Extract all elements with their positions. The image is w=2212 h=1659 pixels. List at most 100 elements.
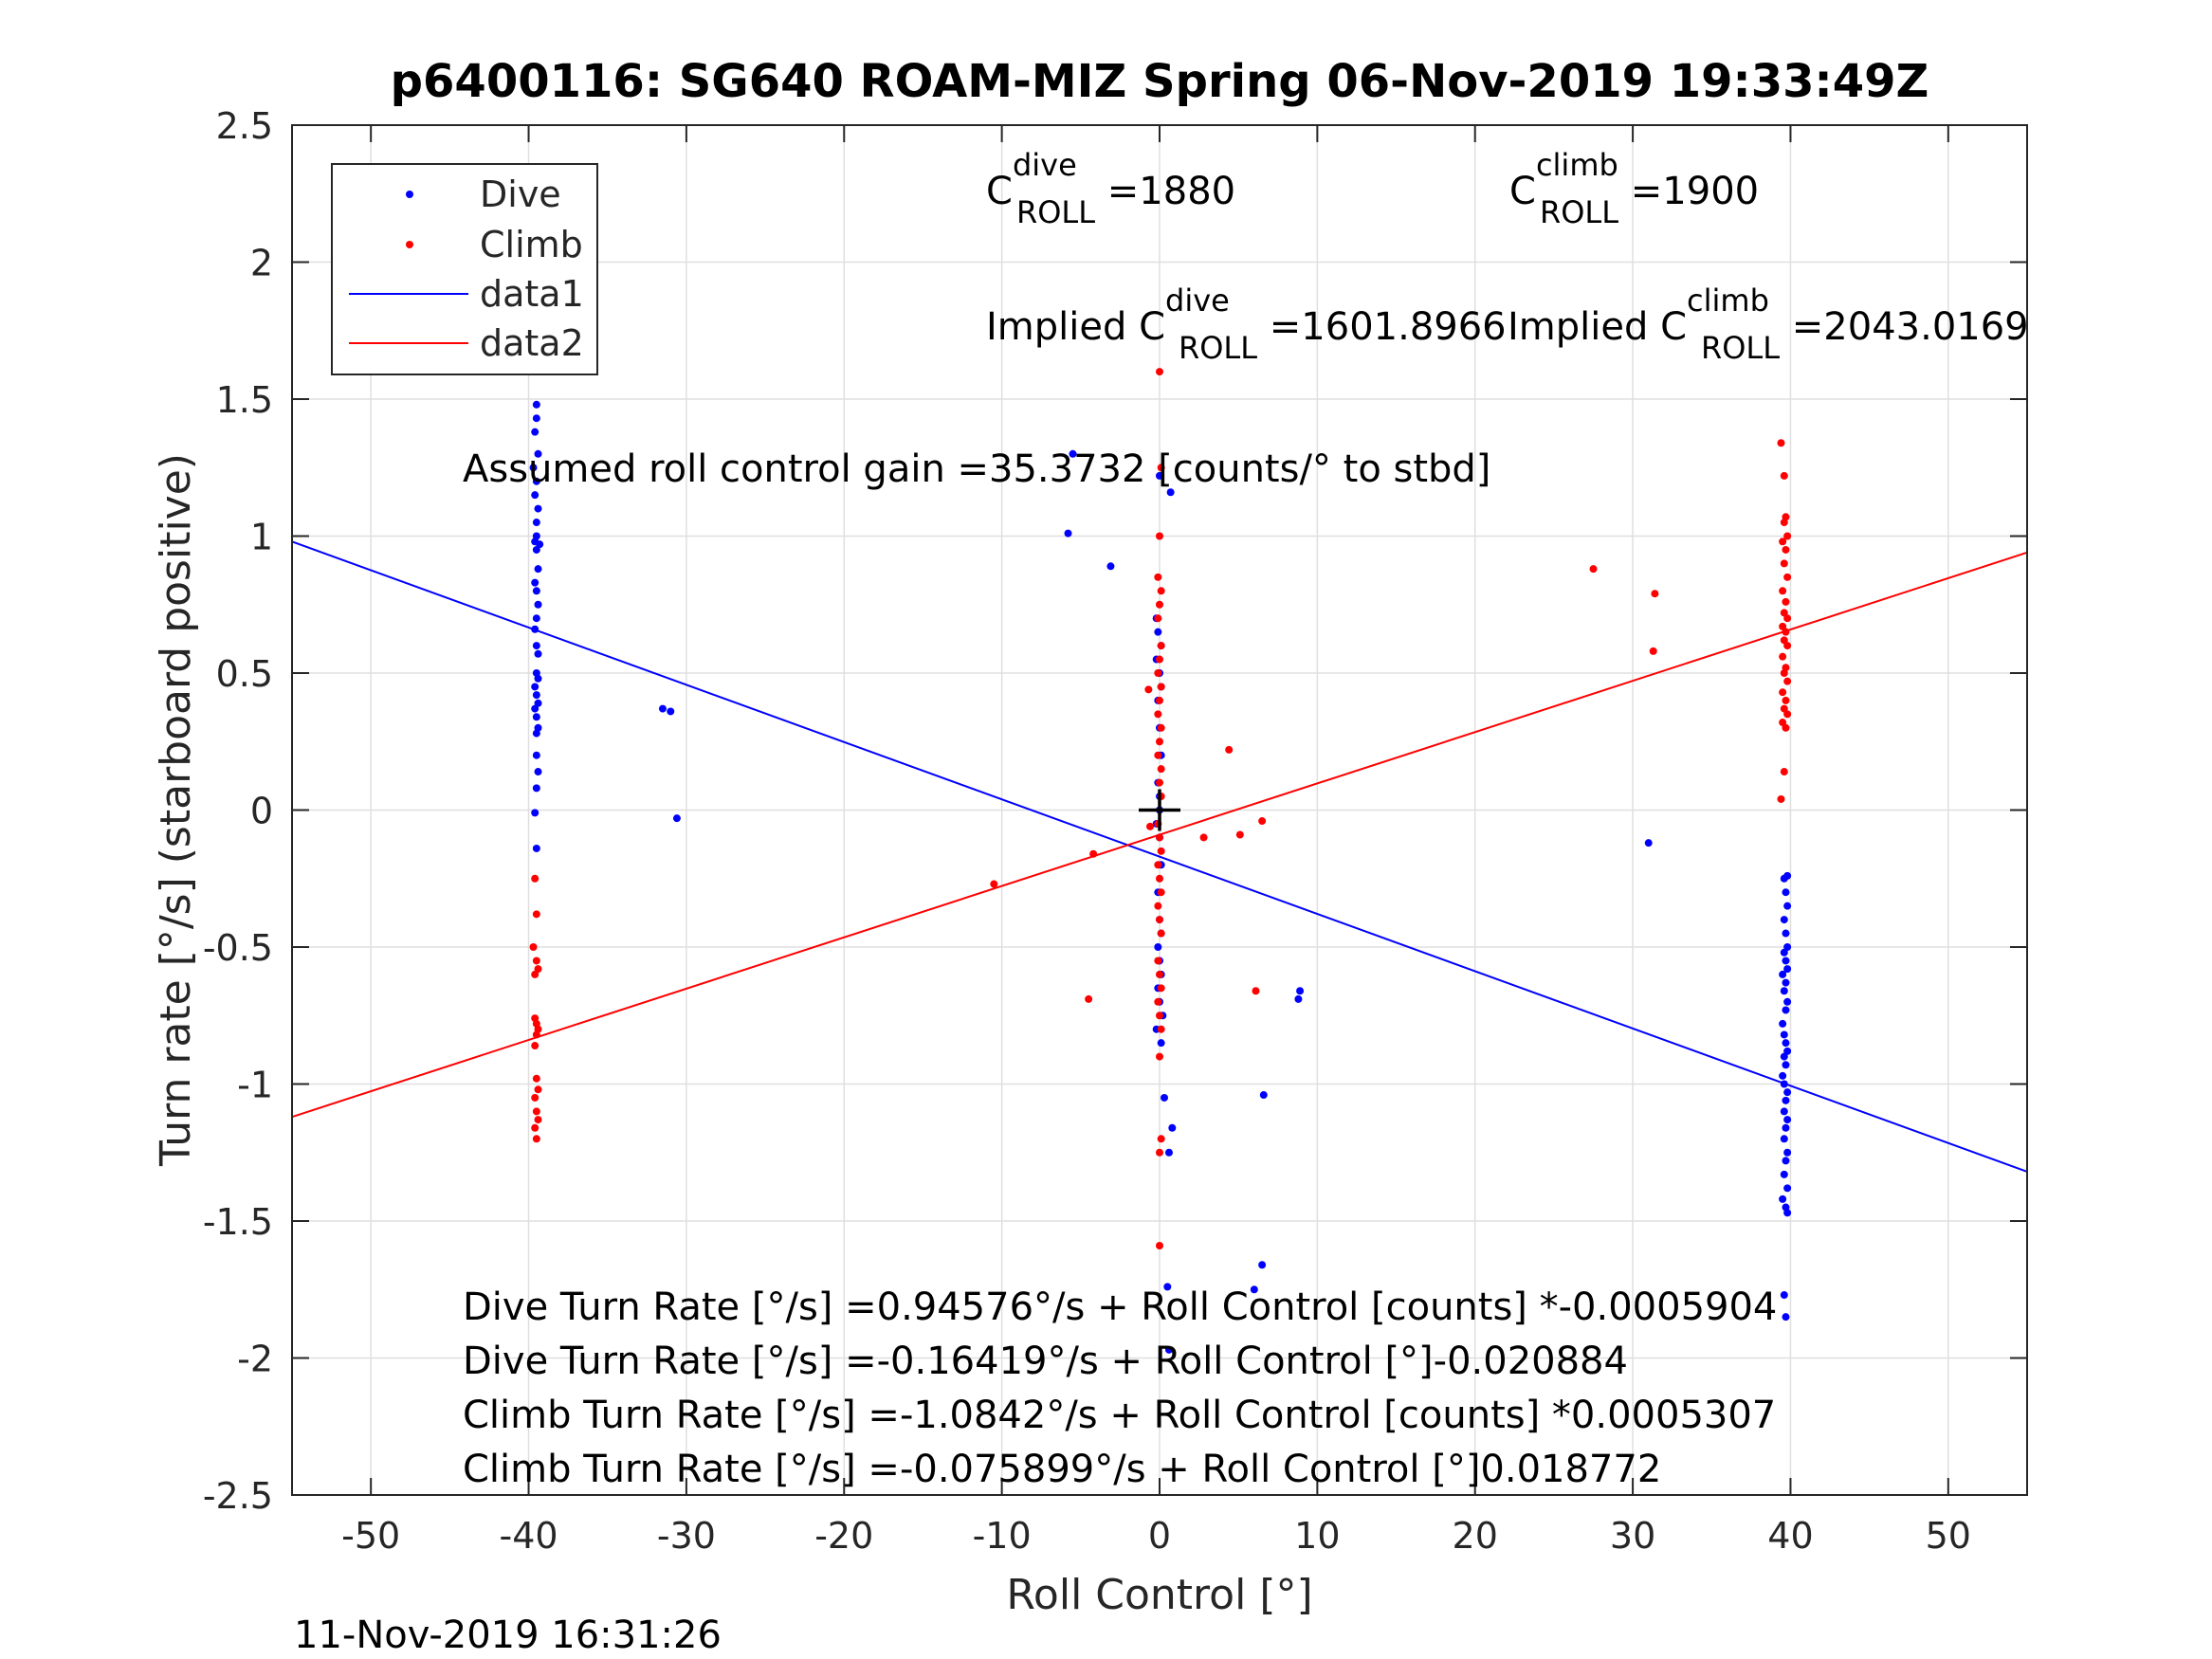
point-climb (1157, 888, 1165, 897)
point-dive (672, 814, 681, 823)
point-climb (1156, 1012, 1163, 1020)
point-climb (1782, 545, 1790, 554)
point-dive (532, 414, 540, 423)
point-climb (1783, 573, 1792, 581)
point-climb (1651, 590, 1659, 598)
point-dive (1157, 1039, 1165, 1048)
y-tick-label: -2.5 (203, 1475, 273, 1517)
point-dive (1780, 1135, 1788, 1143)
point-climb (532, 1030, 540, 1039)
point-climb (1154, 669, 1162, 677)
series-climb (529, 368, 1792, 1250)
implied-dive-value: =1601.8966 (1257, 305, 1507, 349)
point-climb (1157, 683, 1165, 691)
point-dive (1783, 1184, 1792, 1193)
point-dive (1780, 874, 1788, 883)
point-dive (1782, 1006, 1790, 1014)
point-climb (1779, 719, 1787, 727)
x-tick-label: -30 (657, 1515, 716, 1557)
point-climb (531, 1123, 539, 1132)
point-climb (1157, 984, 1165, 993)
data-points (529, 326, 1792, 1354)
point-climb (1154, 997, 1162, 1006)
c-climb-annotation: Cclimb ROLL =1900 (1509, 147, 1759, 230)
x-tick-label: 50 (1926, 1515, 1971, 1557)
point-dive (1780, 1107, 1788, 1116)
point-climb (1156, 600, 1163, 609)
point-dive (532, 691, 540, 700)
point-dive (1259, 1091, 1268, 1100)
x-tick-labels: -50 -40 -30 -20 -10 0 10 20 30 40 50 (341, 1515, 1971, 1557)
point-dive (1783, 1088, 1792, 1097)
point-dive (1782, 1039, 1790, 1048)
point-dive (531, 809, 539, 817)
point-climb (1156, 874, 1163, 883)
point-dive (1782, 978, 1790, 987)
point-dive (532, 477, 540, 485)
point-climb (1779, 622, 1787, 630)
point-dive (1780, 948, 1788, 957)
point-climb (1783, 710, 1792, 719)
y-tick-label: 0 (250, 791, 273, 832)
y-tick-label: 1.5 (216, 379, 273, 421)
point-climb (1782, 723, 1790, 732)
point-climb (1199, 833, 1208, 842)
point-climb (1085, 994, 1093, 1003)
point-dive (1782, 929, 1790, 938)
point-climb (1235, 830, 1244, 839)
legend-label-climb: Climb (480, 224, 583, 265)
point-climb (1783, 677, 1792, 685)
x-axis-label: Roll Control [°] (1006, 1571, 1312, 1619)
point-dive (532, 713, 540, 721)
x-tick-label: 40 (1767, 1515, 1813, 1557)
point-climb (1780, 768, 1788, 776)
c-climb-prefix: C (1509, 170, 1536, 213)
implied-climb-value: =2043.0169 (1780, 305, 2029, 349)
point-climb (1156, 1052, 1163, 1061)
point-climb (1780, 636, 1788, 645)
point-dive (536, 540, 544, 549)
point-dive (1160, 1093, 1168, 1102)
point-climb (1156, 916, 1163, 924)
point-dive (1780, 1080, 1788, 1088)
timestamp: 11-Nov-2019 16:31:26 (294, 1613, 722, 1657)
c-dive-annotation: Cdive ROLL =1880 (986, 147, 1235, 230)
point-dive (1783, 902, 1792, 910)
point-climb (534, 1116, 542, 1124)
point-dive (1782, 888, 1790, 897)
point-climb (1157, 642, 1165, 650)
y-tick-label: 2.5 (216, 105, 273, 147)
point-climb (1649, 647, 1657, 655)
x-tick-label: -40 (500, 1515, 558, 1557)
point-climb (1157, 587, 1165, 595)
point-climb (1782, 628, 1790, 636)
point-climb (1156, 368, 1163, 376)
point-dive (532, 784, 540, 793)
point-dive (1168, 1123, 1177, 1132)
point-dive (1782, 957, 1790, 965)
point-dive (534, 565, 542, 574)
point-climb (1780, 669, 1788, 677)
point-dive (532, 751, 540, 759)
point-dive (1779, 1071, 1787, 1080)
point-climb (1156, 970, 1163, 978)
point-dive (529, 464, 538, 472)
point-dive (534, 649, 542, 658)
legend-marker-climb (406, 241, 413, 248)
point-climb (1783, 614, 1792, 623)
point-climb (1154, 573, 1162, 581)
point-climb (531, 874, 539, 883)
point-dive (531, 578, 539, 587)
x-tick-label: 20 (1453, 1515, 1498, 1557)
point-dive (1156, 471, 1163, 480)
point-dive (532, 614, 540, 623)
fit-line-data1 (291, 540, 2028, 1173)
point-dive (1780, 1030, 1788, 1039)
point-climb (534, 965, 542, 974)
c-dive-sup: dive (1013, 147, 1077, 183)
point-climb (534, 1085, 542, 1094)
point-dive (1783, 1148, 1792, 1157)
point-dive (534, 674, 542, 683)
legend-label-data1: data1 (480, 273, 584, 315)
